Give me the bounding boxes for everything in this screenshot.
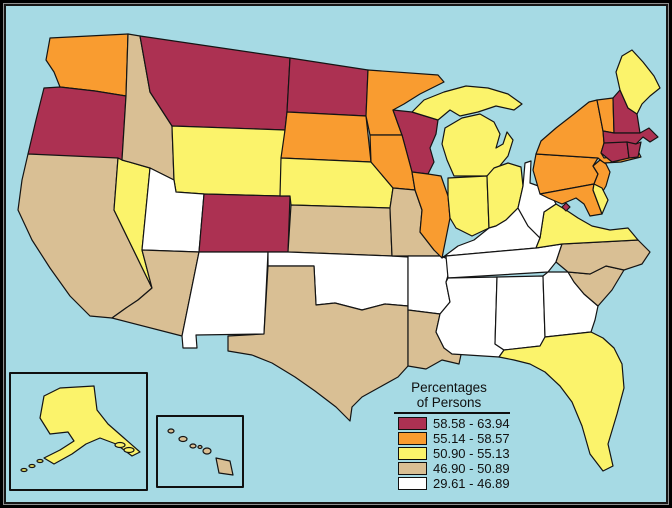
legend-rows: 58.58 - 63.94 55.14 - 58.57 50.90 - 55.1… xyxy=(398,415,512,491)
state-CO[interactable] xyxy=(198,193,291,253)
legend-title: Percentages of Persons xyxy=(386,380,512,410)
state-NM[interactable] xyxy=(181,251,269,349)
legend-label: 55.14 - 58.57 xyxy=(433,430,510,446)
state-TX[interactable] xyxy=(227,265,409,422)
state-SD[interactable] xyxy=(280,111,372,163)
legend-label: 29.61 - 46.89 xyxy=(433,475,510,491)
legend-underline xyxy=(394,412,510,414)
state-AL[interactable] xyxy=(494,275,546,351)
state-ME[interactable] xyxy=(615,49,661,115)
alaska-inset-box xyxy=(9,372,148,491)
legend-swatch xyxy=(398,446,427,460)
state-NC[interactable] xyxy=(555,239,651,275)
legend-title-line1: Percentages xyxy=(411,380,487,395)
state-CT[interactable] xyxy=(600,141,630,163)
state-HI[interactable] xyxy=(167,428,234,476)
state-OR[interactable] xyxy=(27,86,127,161)
legend-swatch xyxy=(398,416,427,430)
legend: Percentages of Persons 58.58 - 63.94 55.… xyxy=(386,380,512,492)
legend-row: 46.90 - 50.89 xyxy=(398,460,512,476)
legend-row: 58.58 - 63.94 xyxy=(398,415,512,431)
state-AK[interactable] xyxy=(20,385,141,473)
state-MI-lower[interactable] xyxy=(441,113,514,177)
state-RI[interactable] xyxy=(626,141,642,159)
state-DE[interactable] xyxy=(592,183,609,215)
legend-row: 55.14 - 58.57 xyxy=(398,430,512,446)
legend-swatch xyxy=(398,431,427,445)
legend-row: 29.61 - 46.89 xyxy=(398,475,512,491)
state-KS[interactable] xyxy=(287,204,393,257)
legend-swatch xyxy=(398,461,427,475)
state-DC[interactable] xyxy=(561,202,571,212)
state-FL[interactable] xyxy=(498,331,625,472)
legend-label: 46.90 - 50.89 xyxy=(433,460,510,476)
legend-title-line2: of Persons xyxy=(416,395,482,410)
state-MI-upper[interactable] xyxy=(411,85,523,121)
legend-label: 58.58 - 63.94 xyxy=(433,415,510,431)
legend-label: 50.90 - 55.13 xyxy=(433,445,510,461)
hawaii-inset-box xyxy=(156,415,244,488)
state-WY[interactable] xyxy=(171,125,286,197)
legend-swatch xyxy=(398,476,427,490)
state-IL[interactable] xyxy=(411,171,451,259)
state-AR[interactable] xyxy=(407,255,453,315)
legend-row: 50.90 - 55.13 xyxy=(398,445,512,461)
